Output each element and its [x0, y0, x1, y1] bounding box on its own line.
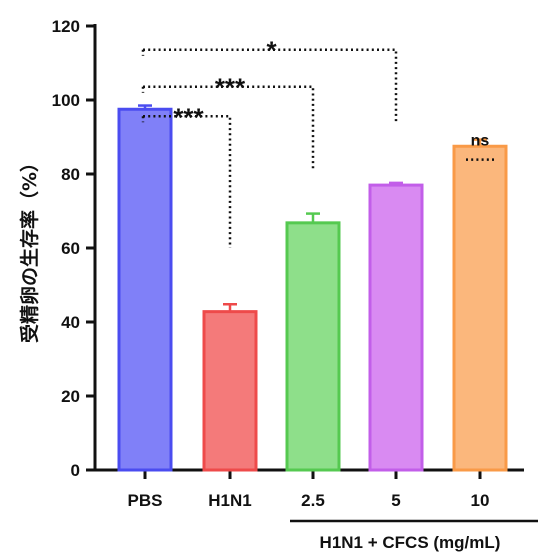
y-tick-label: 20: [61, 387, 80, 406]
x-axis: PBS H1N1 2.5 5 10: [95, 468, 538, 523]
bar: [452, 144, 508, 472]
y-tick-label: 100: [52, 91, 80, 110]
bars: [117, 104, 508, 472]
sig-label: *: [266, 36, 277, 66]
bar: [117, 107, 173, 472]
bar: [202, 310, 258, 472]
y-tick-label: 0: [71, 461, 80, 480]
x-tick-label: H1N1: [208, 491, 251, 510]
significance-brackets: *******ns: [141, 36, 494, 248]
y-axis-label: 受精卵の生存率（%）: [18, 153, 41, 343]
sig-label: ***: [173, 102, 204, 132]
x-tick-label: 10: [471, 491, 490, 510]
bar: [368, 183, 424, 472]
y-tick-label: 80: [61, 165, 80, 184]
y-axis: 0 20 40 60 80 100 120: [52, 17, 97, 480]
x-tick-label: 2.5: [301, 491, 325, 510]
bar: [285, 221, 341, 472]
sig-bracket: [143, 48, 398, 123]
y-tick-label: 40: [61, 313, 80, 332]
group-label: H1N1 + CFCS (mg/mL): [320, 533, 501, 552]
x-tick-label: PBS: [128, 491, 163, 510]
sig-label: ***: [215, 73, 246, 103]
sig-label: ns: [471, 133, 490, 150]
x-tick-label: 5: [391, 491, 400, 510]
y-tick-label: 120: [52, 17, 80, 36]
y-tick-label: 60: [61, 239, 80, 258]
